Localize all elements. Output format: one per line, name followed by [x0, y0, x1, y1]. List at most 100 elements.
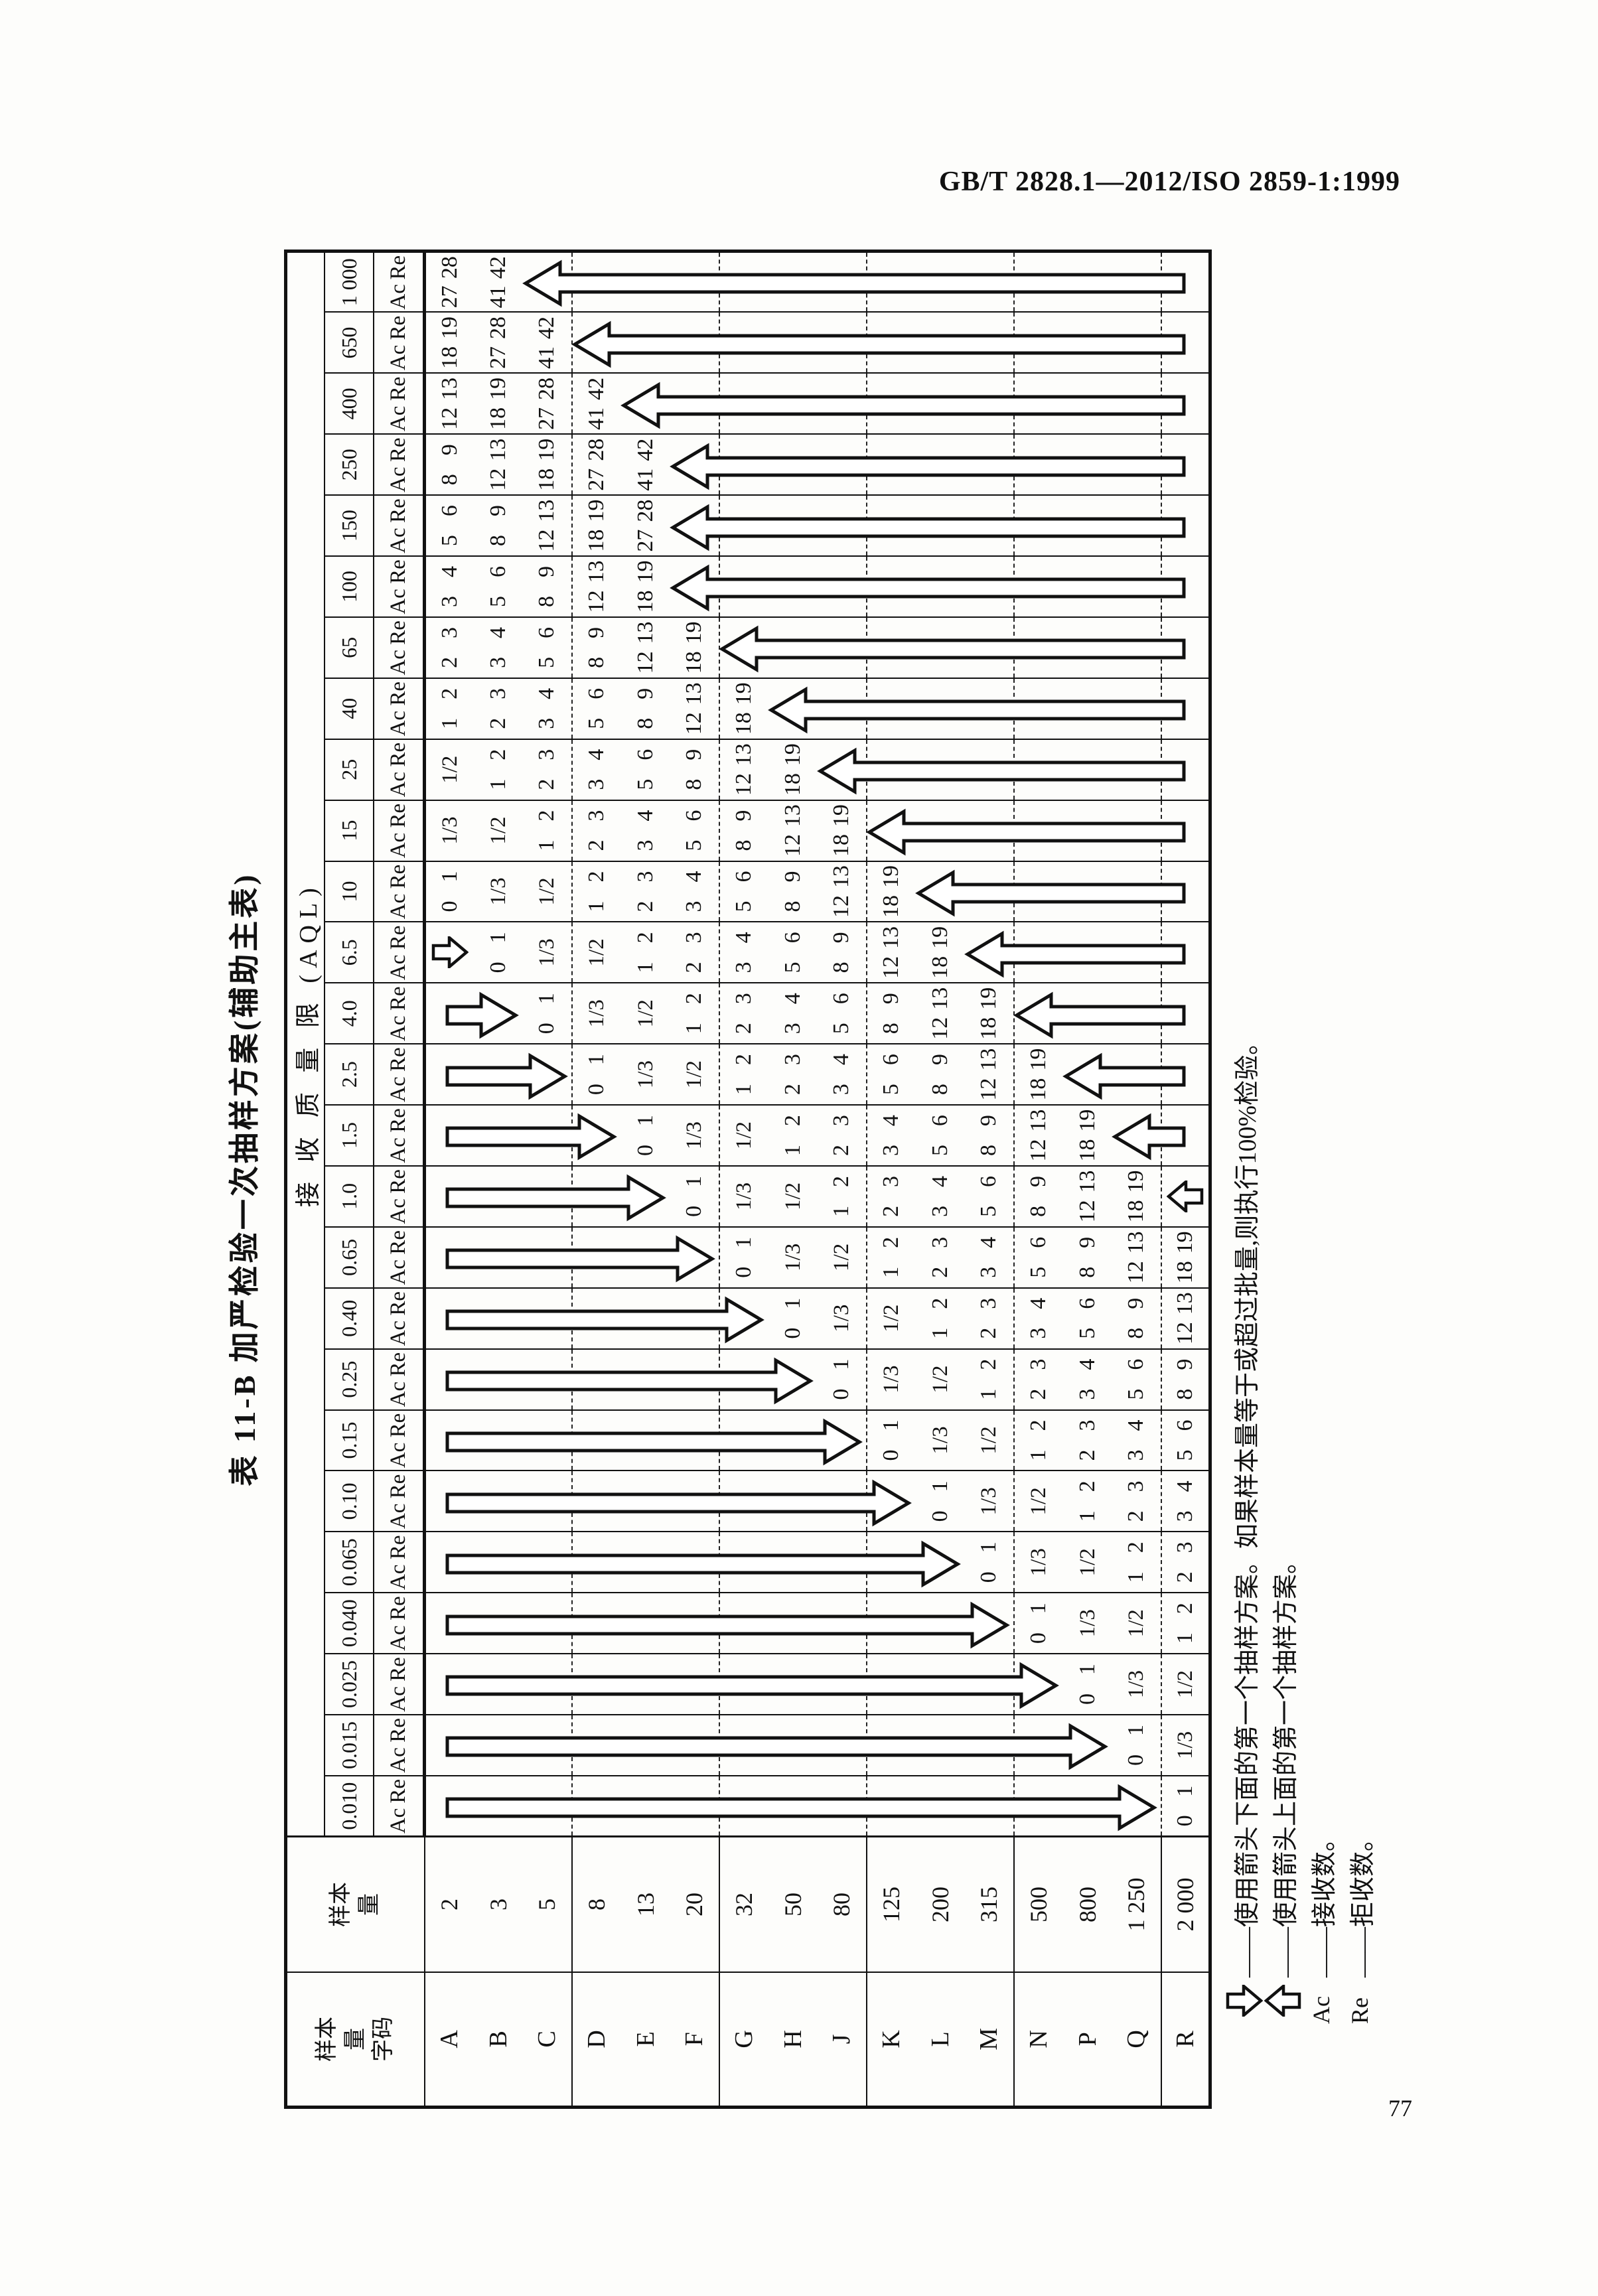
plan-cell: 12 13	[768, 800, 818, 861]
plan-cell	[817, 1714, 867, 1776]
plan-cell	[1062, 434, 1112, 496]
plan-cell: 1/2	[424, 739, 474, 800]
plan-cell	[817, 1593, 867, 1654]
plan-cell	[571, 1348, 621, 1410]
plan-cell	[817, 434, 867, 496]
plan-cell	[719, 1593, 768, 1654]
plan-cell	[964, 616, 1014, 678]
plan-cell	[571, 1226, 621, 1288]
table-row: P 800 0 1 1/3 1/2 1 2 2 3 3 4 5 6 8 9 12 13 18 19	[1062, 251, 1112, 2108]
aql-value-header: 1.5	[325, 1105, 374, 1166]
legend-re-line: Re ——拒收数。	[1341, 1030, 1379, 2024]
plan-cell	[817, 1471, 867, 1532]
plan-cell	[1112, 251, 1161, 313]
plan-cell	[473, 1165, 523, 1227]
code-cell: E	[620, 1972, 670, 2108]
acre-header: Ac Re	[374, 251, 425, 313]
plan-cell	[866, 251, 916, 313]
plan-cell	[1013, 616, 1063, 678]
plan-cell: 1/3	[964, 1471, 1014, 1532]
size-cell: 5	[522, 1836, 572, 1972]
plan-cell	[719, 312, 768, 374]
code-cell: M	[964, 1972, 1014, 2108]
table-row: N 500 0 1 1/3 1/2 1 2 2 3 3 4 5 6 8 9 12 13 18 19	[1013, 251, 1063, 2108]
plan-cell	[1013, 861, 1063, 922]
plan-cell: 41 42	[522, 312, 572, 374]
plan-cell	[1161, 616, 1210, 678]
plan-cell	[1062, 800, 1112, 861]
plan-cell: 1/3	[866, 1348, 916, 1410]
plan-cell	[964, 495, 1014, 557]
plan-cell: 1/3	[768, 1226, 818, 1288]
plan-cell: 18 19	[1112, 1165, 1161, 1227]
plan-cell	[915, 495, 965, 557]
plan-cell	[620, 312, 670, 374]
size-cell: 200	[915, 1836, 965, 1972]
plan-cell	[866, 1714, 916, 1776]
plan-cell	[1013, 739, 1063, 800]
plan-cell	[522, 1593, 572, 1654]
table-title: 表 11-B 加严检验一次抽样方案(辅助主表)	[228, 872, 261, 1486]
plan-cell	[915, 800, 965, 861]
plan-cell	[964, 1714, 1014, 1776]
table-row: F 20 0 1 1/3 1/2 1 2 2 3 3 4 5 6 8 9 12 13 18 19	[670, 251, 719, 2108]
plan-cell	[1062, 1775, 1112, 1837]
plan-cell: 1/3	[571, 983, 621, 1044]
acre-header: Ac Re	[374, 312, 425, 374]
plan-cell	[719, 556, 768, 617]
plan-cell	[670, 495, 719, 557]
plan-cell: 18 19	[719, 678, 768, 739]
plan-cell: 12 13	[915, 983, 965, 1044]
aql-value-header: 0.25	[325, 1348, 374, 1410]
plan-cell	[1161, 739, 1210, 800]
code-cell: P	[1062, 1972, 1112, 2108]
acre-header: Ac Re	[374, 800, 425, 861]
plan-cell	[1112, 739, 1161, 800]
size-cell: 80	[817, 1836, 867, 1972]
plan-cell	[768, 312, 818, 374]
header-aql-values-row: 0.010 0.015 0.025 0.040 0.065 0.10 0.15 0.25 0.4…	[325, 251, 374, 2108]
plan-cell	[522, 1775, 572, 1837]
plan-cell: 1/2	[571, 922, 621, 983]
plan-cell	[1013, 1714, 1063, 1776]
plan-cell	[1013, 983, 1063, 1044]
plan-cell	[473, 1409, 523, 1471]
plan-cell	[866, 495, 916, 557]
legend-up-text: ——使用箭头上面的第一个抽样方案。	[1271, 1548, 1300, 1977]
plan-cell	[1062, 495, 1112, 557]
plan-cell	[1013, 434, 1063, 496]
plan-cell	[964, 739, 1014, 800]
plan-cell	[964, 434, 1014, 496]
plan-cell: 1/2	[817, 1226, 867, 1288]
plan-cell	[473, 1044, 523, 1106]
plan-cell: 12 13	[817, 861, 867, 922]
aql-value-header: 650	[325, 312, 374, 374]
aql-value-header: 0.025	[325, 1654, 374, 1715]
code-cell: G	[719, 1972, 768, 2108]
plan-cell: 1/3	[620, 1044, 670, 1106]
plan-cell	[424, 1226, 474, 1288]
aql-value-header: 400	[325, 373, 374, 435]
aql-value-header: 0.065	[325, 1532, 374, 1593]
acre-header: Ac Re	[374, 678, 425, 739]
size-cell: 3	[473, 1836, 523, 1972]
